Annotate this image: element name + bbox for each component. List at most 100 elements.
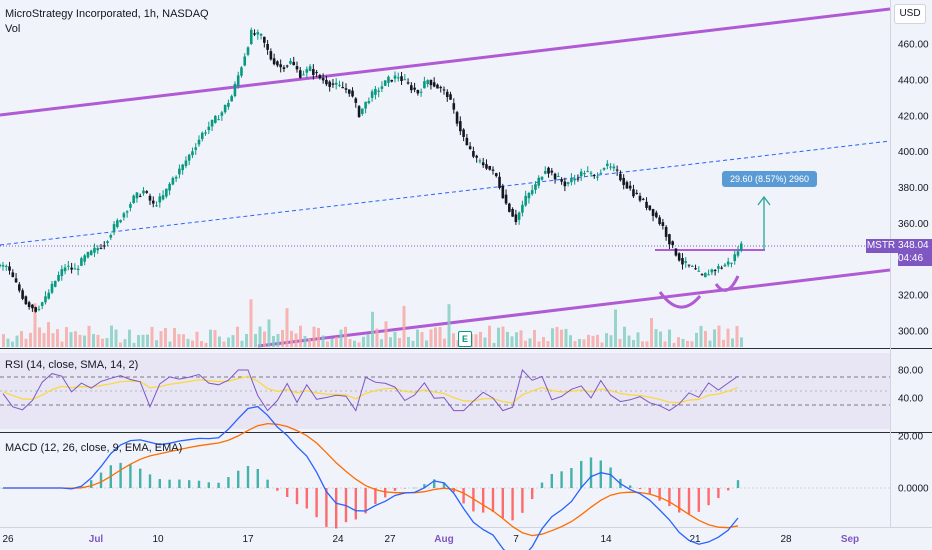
candle-body: [292, 61, 296, 66]
candle-body: [197, 139, 201, 145]
macd-histogram-bar: [433, 479, 436, 488]
candle-body: [282, 67, 286, 70]
macd-histogram-bar: [658, 488, 661, 501]
candle-body: [710, 269, 714, 273]
candle-body: [651, 209, 655, 216]
currency-button[interactable]: USD: [894, 4, 926, 24]
volume-bar: [65, 327, 68, 347]
volume-bar: [515, 332, 518, 347]
candle-body: [733, 254, 737, 262]
candle-body: [86, 252, 90, 258]
volume-bar: [380, 339, 383, 347]
volume-bar: [312, 326, 316, 347]
volume-bar: [735, 325, 739, 347]
volume-bar: [699, 325, 703, 347]
measure-arrow-head: [757, 195, 771, 206]
candle-body: [76, 268, 80, 271]
macd-histogram-bar: [217, 482, 220, 488]
candle-body: [285, 65, 289, 67]
candle-body: [249, 29, 253, 44]
x-tick-label: 17: [242, 534, 254, 545]
volume-bar: [141, 334, 145, 347]
macd-histogram-bar: [413, 487, 416, 489]
candle-body: [89, 250, 93, 256]
volume-bar: [587, 334, 590, 347]
candle-body: [181, 164, 184, 171]
volume-bar: [389, 337, 392, 347]
volume-bar: [492, 342, 496, 347]
volume-bar: [42, 333, 46, 347]
volume-bar: [51, 333, 55, 347]
measurement-label[interactable]: 29.60 (8.57%) 2960: [722, 171, 818, 187]
volume-bar: [384, 321, 388, 347]
volume-bar: [56, 329, 59, 347]
candle-body: [534, 184, 537, 190]
macd-histogram-bar: [560, 471, 563, 488]
x-tick-label: 14: [600, 534, 612, 545]
volume-bar: [317, 328, 320, 347]
price-tag-price: 348.04: [898, 240, 929, 251]
volume-bar: [182, 334, 185, 347]
macd-histogram-bar: [197, 480, 201, 488]
candle-body: [328, 81, 331, 87]
volume-bar: [245, 334, 248, 347]
candle-body: [557, 176, 560, 178]
volume-bar: [416, 329, 419, 347]
candle-body: [508, 203, 511, 212]
candle-body: [668, 234, 671, 245]
macd-histogram-bar: [246, 466, 250, 488]
candle-body: [410, 85, 413, 91]
earnings-icon[interactable]: E: [458, 331, 472, 347]
candle-body: [18, 284, 21, 291]
macd-histogram-bar: [648, 488, 651, 495]
candle-body: [419, 91, 423, 93]
volume-bar: [20, 331, 23, 347]
candle-body: [207, 126, 211, 131]
macd-label: MACD (12, 26, close, 9, EMA, EMA): [5, 442, 183, 454]
candle-body: [455, 112, 459, 124]
volume-bar: [560, 329, 563, 347]
candle-body: [472, 151, 475, 157]
candle-body: [279, 64, 282, 68]
volume-bar: [303, 335, 307, 347]
candle-body: [31, 304, 34, 309]
volume-bar: [425, 340, 428, 347]
macd-histogram-bar: [119, 462, 122, 488]
volume-bar: [114, 329, 118, 347]
volume-bar: [326, 341, 329, 347]
candle-body: [174, 176, 178, 179]
candle-body: [700, 274, 704, 276]
volume-bar: [501, 326, 505, 347]
volume-bar: [429, 329, 433, 347]
candle-body: [227, 102, 230, 107]
macd-histogram-bar: [687, 488, 691, 514]
candle-body: [521, 204, 524, 213]
macd-histogram-bar: [511, 488, 514, 521]
volume-bar: [407, 336, 410, 347]
volume-bar: [722, 339, 725, 347]
volume-bar: [564, 328, 568, 347]
candle-body: [40, 302, 44, 306]
volume-bar: [11, 341, 14, 347]
candle-body: [364, 101, 367, 109]
candle-body: [246, 47, 250, 55]
volume-bar: [101, 338, 104, 347]
macd-tick-label: 20.00: [898, 432, 923, 443]
volume-bar: [47, 322, 50, 347]
candle-body: [730, 262, 733, 264]
volume-bar: [335, 337, 338, 347]
y-tick-label: 460.00: [898, 40, 929, 51]
candle-body: [717, 266, 720, 269]
candle-body: [276, 61, 279, 66]
candle-body: [161, 195, 165, 200]
candle-body: [168, 183, 171, 191]
candle-body: [338, 84, 341, 86]
candle-body: [720, 267, 723, 269]
volume-bar: [596, 334, 599, 347]
candle-body: [357, 106, 361, 118]
macd-histogram-bar: [540, 482, 544, 488]
volume-bar: [546, 341, 550, 347]
candle-body: [230, 96, 233, 102]
